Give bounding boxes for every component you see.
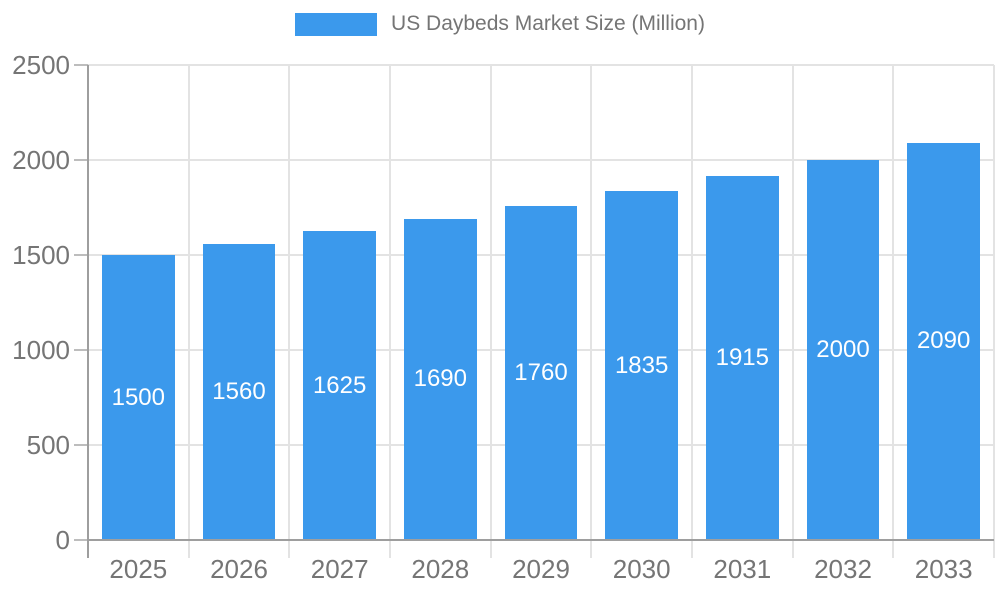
category-gridline <box>288 65 291 558</box>
x-tick-label: 2026 <box>210 554 268 584</box>
bar[interactable]: 1835 <box>605 191 678 540</box>
y-tick-label: 2000 <box>12 145 70 175</box>
bar[interactable]: 1560 <box>202 243 276 540</box>
bar[interactable]: 1625 <box>303 231 376 540</box>
y-tick-mark <box>74 539 88 541</box>
category-gridline <box>791 65 794 558</box>
x-axis-line <box>88 539 994 541</box>
bar[interactable]: 2090 <box>907 142 980 540</box>
x-tick-label: 2033 <box>914 554 973 584</box>
chart-legend[interactable]: US Daybeds Market Size (Million) <box>0 12 1000 36</box>
legend-swatch-icon <box>295 12 378 36</box>
x-tick-label: 2025 <box>109 554 168 584</box>
category-gridline <box>892 65 895 558</box>
category-gridline <box>388 65 391 558</box>
y-tick-label: 0 <box>55 525 70 555</box>
y-tick-label: 1500 <box>12 240 70 270</box>
bar[interactable]: 2000 <box>806 160 880 540</box>
bar[interactable]: 1760 <box>504 205 578 540</box>
y-tick-label: 2500 <box>12 50 70 80</box>
y-tick-label: 1000 <box>12 335 70 365</box>
legend-label: US Daybeds Market Size (Million) <box>391 12 705 35</box>
bar-value-label: 1760 <box>514 358 568 386</box>
y-tick-mark <box>74 64 88 66</box>
y-tick-mark <box>74 444 88 446</box>
y-tick-label: 500 <box>26 430 70 460</box>
bar[interactable]: 1690 <box>404 218 477 540</box>
y-tick-mark <box>74 349 88 351</box>
category-gridline <box>187 65 190 558</box>
bar-value-label: 1560 <box>212 377 266 405</box>
x-tick-label: 2029 <box>512 554 570 584</box>
bar-value-label: 1625 <box>312 371 367 399</box>
bar-value-label: 1500 <box>111 383 165 411</box>
x-tick-label: 2030 <box>612 554 671 584</box>
y-axis-line <box>87 65 89 558</box>
bar-value-label: 2090 <box>916 327 971 355</box>
x-tick-label: 2028 <box>411 554 470 584</box>
x-axis-labels: 2025 2026 2027 2028 2029 2030 2031 2032 2033 <box>88 556 994 592</box>
bar[interactable]: 1915 <box>706 176 779 540</box>
y-axis-labels: 0 500 1000 1500 2000 2500 <box>0 52 74 553</box>
bar[interactable]: 1500 <box>102 255 175 540</box>
y-gridline <box>88 159 994 161</box>
x-tick-label: 2027 <box>310 554 369 584</box>
bar-value-label: 1835 <box>614 351 669 379</box>
x-tick-label: 2032 <box>814 554 872 584</box>
bar-value-label: 1690 <box>413 365 467 393</box>
category-gridline <box>690 65 693 558</box>
y-tick-mark <box>74 254 88 256</box>
bar-value-label: 1915 <box>715 344 769 372</box>
y-tick-mark <box>74 159 88 161</box>
category-gridline <box>993 65 995 558</box>
bar-value-label: 2000 <box>816 336 870 363</box>
x-tick-label: 2031 <box>713 554 772 584</box>
category-gridline <box>489 65 492 558</box>
category-gridline <box>590 65 593 558</box>
plot-area: 1500 1560 1625 1690 1760 1835 1915 2000 2090 <box>74 64 995 558</box>
y-gridline <box>88 64 994 66</box>
